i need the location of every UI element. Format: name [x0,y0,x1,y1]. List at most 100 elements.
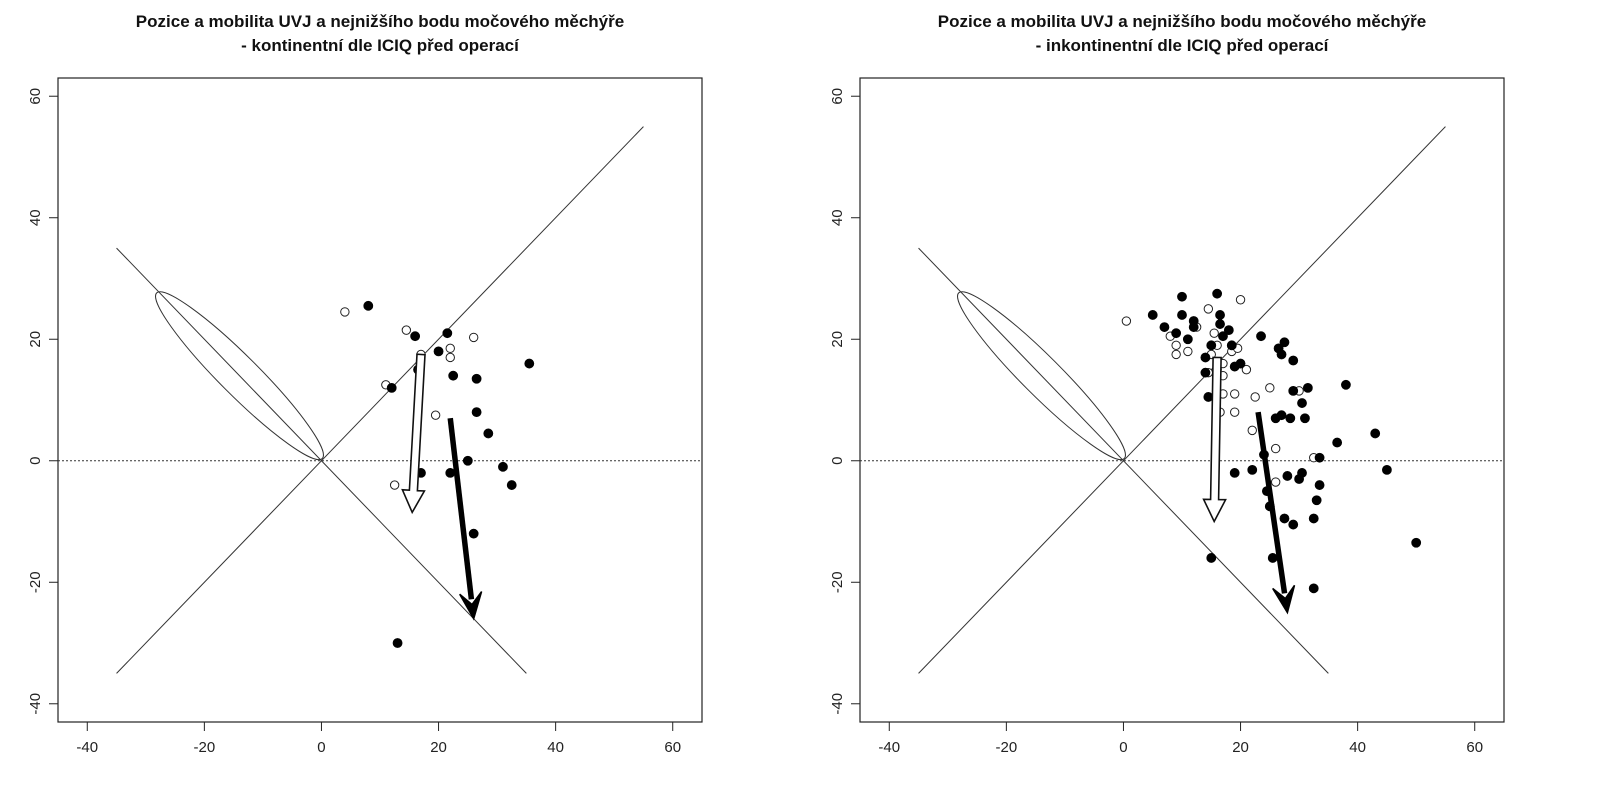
diagonal-reference-line [116,126,644,674]
filled-data-point [1206,340,1217,351]
filled-data-point [1188,322,1199,332]
filled-data-point [1212,288,1223,299]
filled-data-point [1159,322,1170,332]
filled-data-point [1332,437,1343,448]
open-data-point [1270,443,1281,454]
open-data-point [1247,425,1257,436]
filled-data-point [1297,398,1307,408]
filled-data-point [471,407,482,418]
open-data-point [1229,407,1240,417]
open-data-point [401,325,412,335]
y-tick-label: 40 [829,209,846,226]
filled-mobility-arrow-head [1272,584,1296,615]
filled-data-point [1200,352,1211,363]
filled-data-point [1297,468,1307,478]
plot-frame [859,77,1505,723]
open-data-point [445,343,455,354]
filled-data-point [1341,379,1351,390]
chart-panel-incontinent: Pozice a mobilita UVJ a nejnižšího bodu … [802,0,1604,800]
open-mobility-arrow [1202,356,1227,524]
x-tick-label: 20 [430,739,447,756]
open-data-point [1241,364,1252,375]
filled-data-point [1235,358,1246,369]
open-data-point [389,480,400,490]
y-tick-label: 60 [829,88,846,105]
open-data-point [1183,346,1193,357]
filled-data-point [524,358,535,369]
chart-title-line1: Pozice a mobilita UVJ a nejnižšího bodu … [135,12,625,31]
filled-data-point [468,528,479,539]
diagonal-reference-line [116,247,527,674]
filled-data-point [1247,464,1258,475]
filled-data-point [462,455,473,466]
filled-mobility-arrow-shaft [447,417,475,600]
scatter-plot-continent: -40 -20 0 20 40 60 -40 -20 0 20 40 60 [27,77,703,756]
open-data-point [1229,389,1240,399]
filled-data-point [1177,310,1187,320]
filled-data-point [471,373,482,384]
filled-data-point [1279,337,1290,348]
x-tick-label: 40 [547,739,564,756]
filled-data-point [1276,349,1287,360]
open-data-point [1250,392,1260,402]
y-tick-label: 20 [27,331,44,348]
filled-data-point [445,468,456,478]
chart-title-line2: - kontinentní dle ICIQ před operací [241,36,519,55]
chart-title-line2: - inkontinentní dle ICIQ před operací [1035,36,1329,55]
y-tick-label: 40 [27,209,44,226]
chart-title: Pozice a mobilita UVJ a nejnižšího bodu … [60,10,700,58]
filled-data-point [1370,428,1381,439]
open-data-point [430,410,441,420]
filled-data-point [1256,331,1266,342]
x-tick-label: 60 [664,739,681,756]
filled-data-point [1229,468,1240,478]
open-data-point [1171,349,1181,360]
y-tick-label: 0 [27,457,44,465]
filled-data-point [1215,310,1225,320]
open-data-point [340,307,350,317]
filled-data-point [442,328,453,339]
open-data-point [1203,304,1214,314]
filled-data-point [1382,464,1392,475]
x-tick-label: -20 [194,739,216,756]
chart-panel-continent: Pozice a mobilita UVJ a nejnižšího bodu … [27,10,703,756]
x-tick-label: 0 [1119,739,1127,756]
mobility-ellipse [957,291,1126,461]
filled-data-point [483,428,494,439]
open-data-point [1171,340,1181,351]
filled-data-point [1177,291,1187,302]
filled-data-point [1279,513,1290,524]
filled-data-point [498,461,508,472]
filled-mobility-arrow-head [459,591,483,621]
filled-data-point [1147,310,1158,320]
open-mobility-arrow [401,353,426,515]
filled-data-point [1218,331,1228,342]
y-tick-label: 60 [27,88,44,105]
filled-data-point [1300,413,1310,424]
filled-data-point [392,638,403,648]
filled-data-point [1215,319,1225,329]
x-tick-label: 0 [317,739,325,756]
filled-data-point [448,370,459,381]
filled-data-point [1314,480,1325,490]
chart-title: Pozice a mobilita UVJ a nejnižšího bodu … [862,10,1502,58]
plot-frame [57,77,703,723]
filled-data-point [1226,340,1237,351]
scatter-plot-incontinent: -40 -20 0 20 40 60 -40 -20 0 20 40 60 [829,77,1505,756]
filled-data-point [1282,471,1293,481]
filled-data-point [1288,519,1299,530]
filled-data-point [1206,553,1217,563]
open-data-point [445,352,455,363]
mobility-ellipse [155,291,324,461]
open-data-point [468,332,479,343]
filled-data-point [410,331,421,342]
open-data-point [1235,295,1246,305]
filled-data-point [1288,355,1299,366]
x-tick-label: 20 [1232,739,1249,756]
filled-data-point [386,382,397,393]
filled-data-point [1302,382,1313,393]
filled-data-point [1311,495,1322,506]
y-tick-label: 0 [829,457,846,465]
diagonal-reference-line [918,126,1446,674]
filled-data-point [1285,413,1296,424]
